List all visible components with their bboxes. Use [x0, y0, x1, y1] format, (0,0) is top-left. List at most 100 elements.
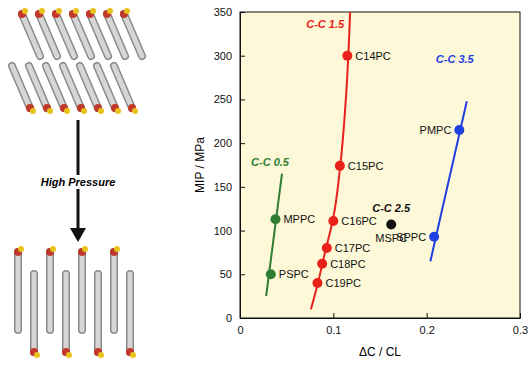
chain-outline [56, 14, 74, 56]
chain-outline [126, 274, 134, 352]
tick-mark [240, 318, 245, 319]
molecule [94, 274, 104, 358]
chain [107, 14, 125, 56]
molecule [110, 246, 120, 330]
molecule [46, 246, 56, 330]
tick-mark [333, 313, 334, 318]
chain-outline [29, 66, 47, 108]
point [335, 161, 345, 171]
head-group [47, 108, 53, 114]
head-group [115, 108, 121, 114]
head-group [34, 352, 40, 358]
x-axis: 0 0.1 0.2 0.3 [237, 313, 528, 336]
chain [39, 14, 57, 56]
head-group [114, 246, 120, 252]
label-patch [38, 175, 119, 189]
chain [46, 66, 64, 108]
head-group [130, 352, 136, 358]
arrow-head [70, 228, 86, 242]
tick-label: 0.2 [420, 324, 435, 336]
series-label: C-C 3.5 [436, 53, 475, 65]
x-axis-title: ΔC / CL [359, 345, 401, 359]
tick-label: 100 [214, 225, 232, 237]
chain [12, 66, 30, 108]
arrow-label: High Pressure [41, 176, 116, 188]
point [328, 216, 338, 226]
tick: 250 [214, 93, 245, 105]
tick: 350 [214, 6, 245, 18]
point [322, 243, 332, 253]
tick: 50 [220, 268, 245, 280]
point [454, 125, 464, 135]
chain-outline [63, 66, 81, 108]
chain-outline [78, 252, 86, 330]
head-group [107, 8, 113, 14]
tick: 300 [214, 50, 245, 62]
chain-outline [73, 14, 91, 56]
chain-outline [90, 14, 108, 56]
tick-label: 150 [214, 181, 232, 193]
point [266, 269, 276, 279]
point-label: PSPC [279, 268, 309, 280]
molecule [14, 246, 24, 330]
chain [32, 274, 37, 352]
point-label: MPPC [283, 213, 315, 225]
plot-frame [240, 12, 520, 318]
point [342, 51, 352, 61]
chain [80, 66, 98, 108]
tick: 100 [214, 225, 245, 237]
chain [124, 14, 142, 56]
head-group [90, 8, 96, 14]
series-label: C-C 1.5 [306, 18, 345, 30]
chain [22, 14, 40, 56]
chain [48, 252, 53, 330]
head-group [30, 108, 36, 114]
chain [128, 274, 133, 352]
tick-label: 0.3 [513, 324, 528, 336]
tick: 0.3 [513, 313, 528, 336]
axis-line [240, 13, 241, 319]
tick-label: 0.1 [326, 324, 341, 336]
point [270, 214, 280, 224]
chain-outline [46, 252, 54, 330]
chain-outline [124, 14, 142, 56]
chain [114, 66, 132, 108]
point [312, 278, 322, 288]
tick-mark [520, 313, 521, 318]
chain-outline [39, 14, 57, 56]
tick: 0 [226, 312, 245, 324]
chain-outline [22, 14, 40, 56]
point-label: C16PC [341, 215, 377, 227]
chain [63, 66, 81, 108]
axis-line [241, 318, 521, 319]
tick-mark [240, 274, 245, 275]
chain-outline [80, 66, 98, 108]
tick-mark [240, 12, 245, 13]
head-group [73, 8, 79, 14]
point-label: C18PC [330, 258, 366, 270]
chain-outline [14, 252, 22, 330]
molecule [30, 274, 40, 358]
tick-mark [427, 313, 428, 318]
point-label: C19PC [325, 277, 361, 289]
head-group [64, 108, 70, 114]
tick-label: 0 [237, 324, 243, 336]
tick: 0.1 [326, 313, 341, 336]
tick-mark [240, 231, 245, 232]
chain [29, 66, 47, 108]
point [429, 232, 439, 242]
tick-label: 0 [226, 312, 232, 324]
molecule [120, 8, 142, 56]
head-group [39, 8, 45, 14]
molecule [114, 66, 138, 114]
tick-label: 50 [220, 268, 232, 280]
y-axis-title: MIP / MPa [193, 137, 207, 193]
tick-mark [240, 187, 245, 188]
point-label: PMPC [420, 124, 452, 136]
chain [112, 252, 117, 330]
head-group [18, 246, 24, 252]
canvas: High Pressure00.10.20.305010015020025030… [0, 0, 532, 365]
series-label: C-C 0.5 [251, 156, 290, 168]
molecule [126, 274, 136, 358]
head-group [132, 108, 138, 114]
